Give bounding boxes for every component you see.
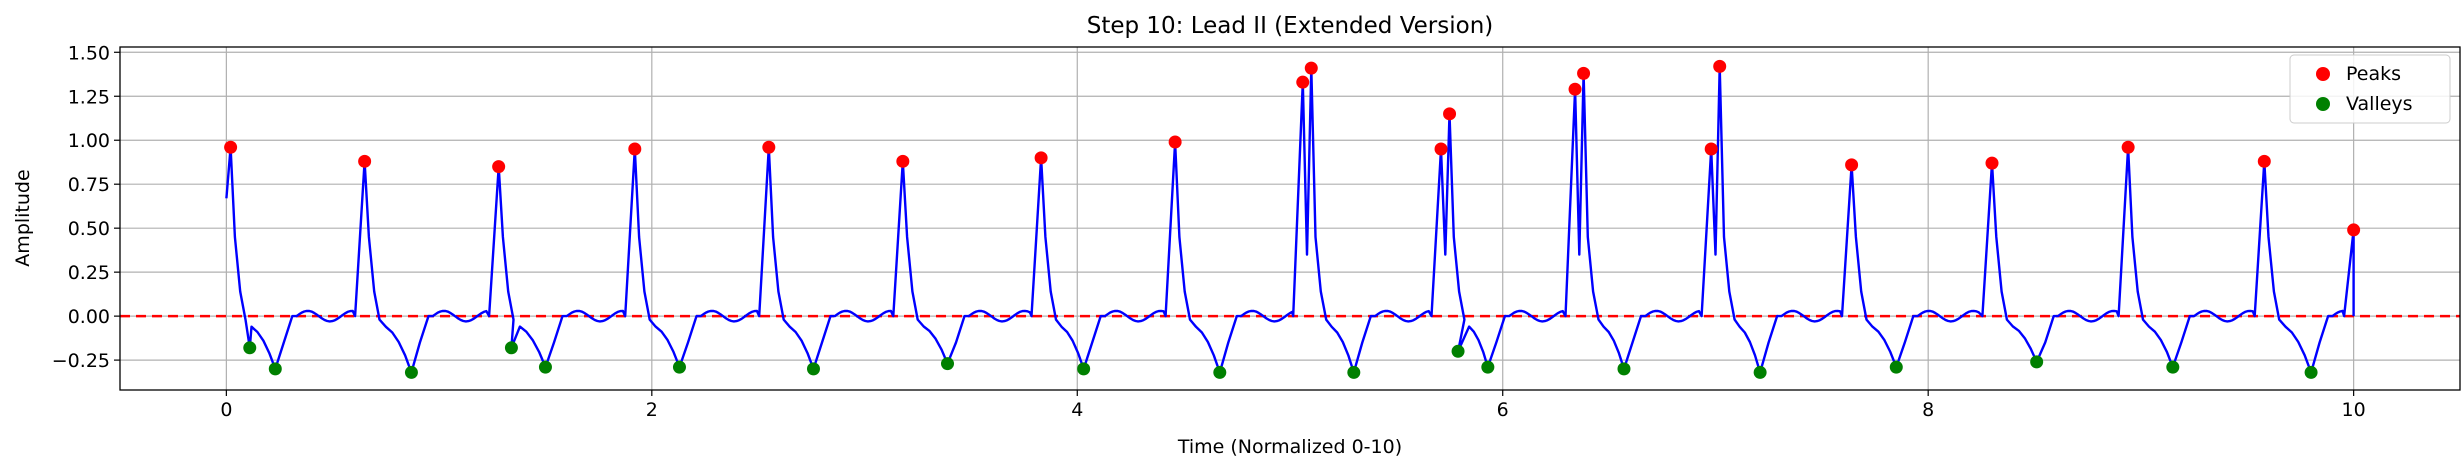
valley-marker bbox=[806, 362, 820, 376]
signal-layer bbox=[225, 65, 2355, 374]
peak-marker bbox=[896, 154, 910, 168]
peak-marker bbox=[1443, 107, 1457, 121]
peak-marker bbox=[628, 142, 642, 156]
valley-marker bbox=[1451, 344, 1465, 358]
peak-marker bbox=[358, 154, 372, 168]
peak-marker bbox=[2257, 154, 2271, 168]
peak-marker bbox=[1577, 66, 1591, 80]
y-axis-label: Amplitude bbox=[12, 169, 34, 266]
peak-marker bbox=[1704, 142, 1718, 156]
y-tick-layer: −0.25 0.00 0.25 0.50 0.75 1.00 1.25 1.50 bbox=[52, 42, 120, 372]
peak-marker bbox=[2121, 140, 2135, 154]
x-tick-label: 2 bbox=[646, 399, 658, 421]
x-tick-label: 4 bbox=[1071, 399, 1083, 421]
y-tick-label: 0.50 bbox=[68, 218, 110, 240]
peak-marker bbox=[1296, 75, 1310, 89]
valley-marker bbox=[1213, 365, 1227, 379]
legend-box bbox=[2289, 54, 2451, 124]
legend-peaks-label: Peaks bbox=[2346, 63, 2401, 85]
x-tick-label: 10 bbox=[2342, 399, 2366, 421]
valley-marker bbox=[504, 341, 518, 355]
y-tick-label: 1.25 bbox=[68, 86, 110, 108]
valley-marker bbox=[2304, 365, 2318, 379]
peak-marker bbox=[1434, 142, 1448, 156]
plot-frame bbox=[119, 46, 2461, 391]
peak-marker bbox=[762, 140, 776, 154]
x-tick-layer: 0 2 4 6 8 10 bbox=[220, 390, 2366, 421]
legend-peaks-marker bbox=[2316, 67, 2330, 81]
valley-marker bbox=[672, 360, 686, 374]
valley-marker bbox=[1617, 362, 1631, 376]
legend-valleys-label: Valleys bbox=[2346, 93, 2413, 115]
peak-marker bbox=[1034, 151, 1048, 165]
peak-marker bbox=[1168, 135, 1182, 149]
peak-marker bbox=[1713, 59, 1727, 73]
peak-marker bbox=[1845, 158, 1859, 172]
valley-marker bbox=[2166, 360, 2180, 374]
peak-marker bbox=[224, 140, 238, 154]
chart-title: Step 10: Lead II (Extended Version) bbox=[1087, 13, 1494, 39]
x-tick-label: 8 bbox=[1922, 399, 1934, 421]
valley-marker bbox=[243, 341, 257, 355]
peak-marker bbox=[1985, 156, 1999, 170]
y-tick-label: 1.00 bbox=[68, 130, 110, 152]
x-tick-label: 6 bbox=[1497, 399, 1509, 421]
marker-layer bbox=[224, 59, 2361, 379]
ecg-signal-line bbox=[225, 65, 2355, 374]
peak-marker bbox=[1568, 82, 1582, 96]
grid-layer bbox=[120, 47, 2460, 390]
valley-marker bbox=[404, 365, 418, 379]
y-tick-label: 0.25 bbox=[68, 262, 110, 284]
valley-marker bbox=[1889, 360, 1903, 374]
x-tick-label: 0 bbox=[220, 399, 232, 421]
valley-marker bbox=[941, 357, 955, 371]
y-tick-label: 0.75 bbox=[68, 174, 110, 196]
peak-marker bbox=[2347, 223, 2361, 237]
valley-marker bbox=[538, 360, 552, 374]
y-tick-label: −0.25 bbox=[52, 350, 110, 372]
valley-marker bbox=[1077, 362, 1091, 376]
y-tick-label: 1.50 bbox=[68, 42, 110, 64]
valley-marker bbox=[1481, 360, 1495, 374]
legend-valleys-marker bbox=[2316, 97, 2330, 111]
peak-marker bbox=[492, 160, 506, 174]
legend: Peaks Valleys bbox=[2289, 54, 2451, 124]
valley-marker bbox=[2030, 355, 2044, 369]
valley-marker bbox=[1753, 365, 1767, 379]
valley-marker bbox=[1347, 365, 1361, 379]
valley-marker bbox=[268, 362, 282, 376]
x-axis-label: Time (Normalized 0-10) bbox=[1177, 436, 1402, 458]
peak-marker bbox=[1304, 61, 1318, 75]
y-tick-label: 0.00 bbox=[68, 306, 110, 328]
